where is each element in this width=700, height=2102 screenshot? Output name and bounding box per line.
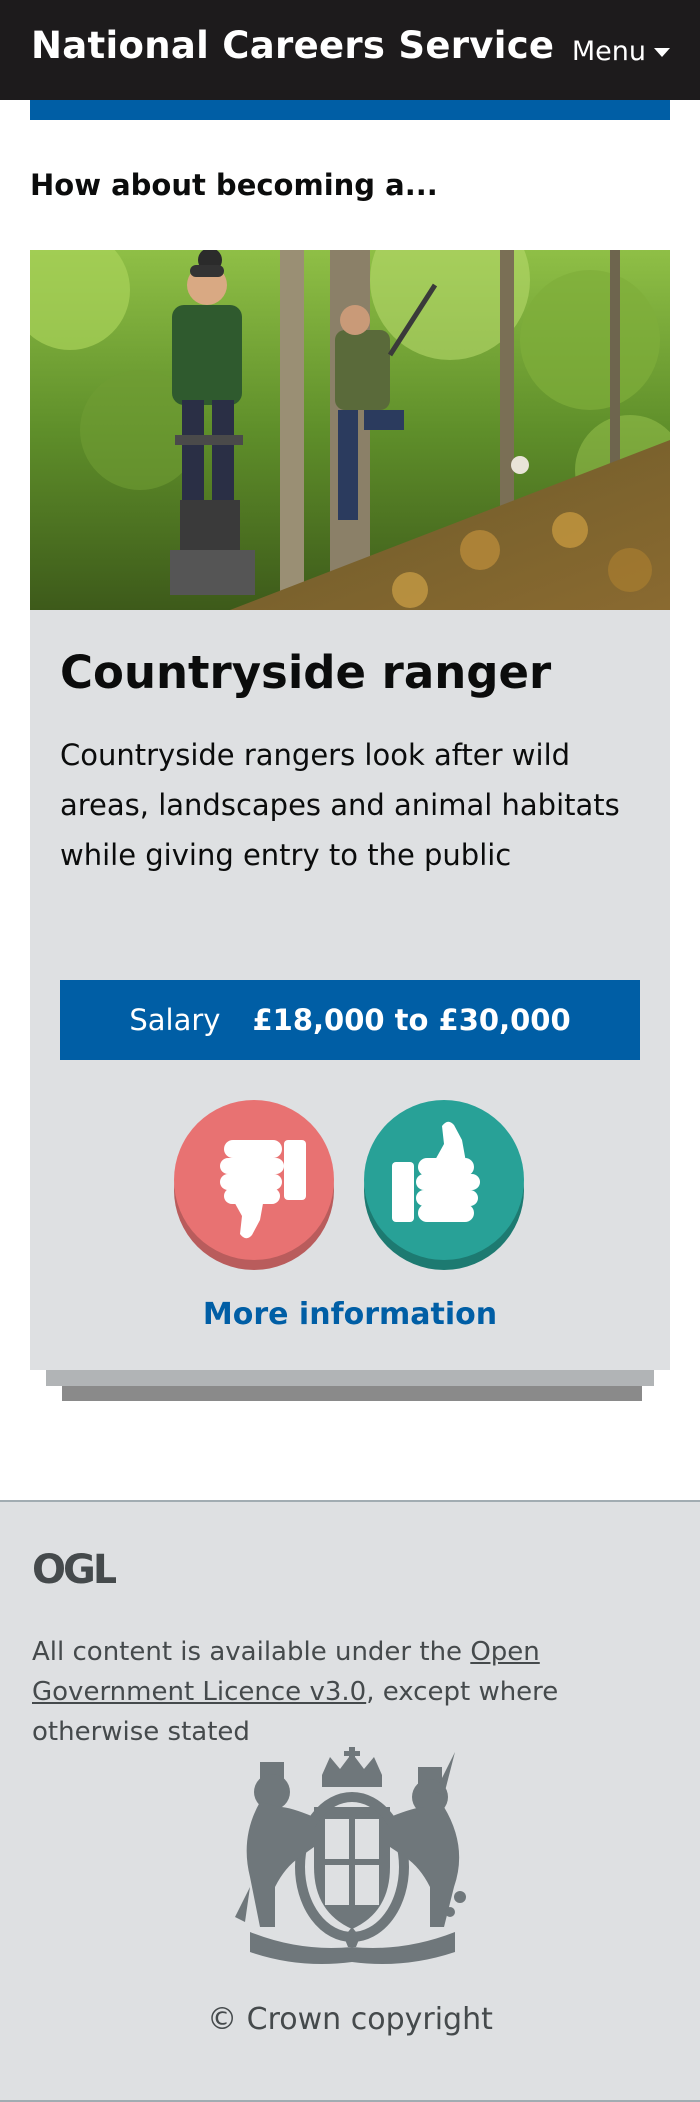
licence-suffix: , except where otherwise stated (32, 1677, 559, 1747)
ogl-logo-text: OGL (32, 1548, 116, 1588)
ogl-logo[interactable]: OGL (32, 1547, 121, 1593)
salary-bar: Salary £18,000 to £30,000 (60, 980, 640, 1060)
more-information-link[interactable]: More information (202, 1297, 498, 1332)
card-stack-shadow-front (46, 1369, 654, 1386)
licence-link[interactable]: Open Government Licence v3.0 (32, 1637, 540, 1707)
section-heading: How about becoming a... (30, 168, 438, 202)
header-blue-strip (30, 100, 670, 120)
caret-down-icon (654, 48, 670, 57)
site-footer: OGL All content is available under the O… (0, 1500, 700, 2102)
career-description: Countryside rangers look after wild area… (60, 738, 620, 872)
licence-text: All content is available under the Open … (32, 1632, 682, 1752)
thumbs-down-icon (174, 1100, 334, 1270)
dislike-button[interactable] (174, 1100, 334, 1270)
licence-prefix: All content is available under the (32, 1637, 471, 1667)
career-photo (30, 250, 670, 610)
like-button[interactable] (364, 1100, 524, 1270)
royal-coat-of-arms-icon (230, 1747, 475, 1976)
menu-button[interactable]: Menu (572, 36, 670, 67)
salary-value: £18,000 to £30,000 (252, 1003, 571, 1037)
site-title-link[interactable]: National Careers Service (31, 24, 555, 67)
salary-label: Salary (129, 1003, 221, 1037)
site-header: National Careers Service Menu (0, 0, 700, 100)
career-title: Countryside ranger (60, 646, 552, 699)
card-stack-shadow-back (62, 1384, 642, 1401)
crown-copyright-link[interactable]: © Crown copyright (207, 2002, 493, 2037)
menu-label: Menu (571, 36, 646, 67)
thumbs-up-icon (364, 1100, 524, 1270)
career-card: Countryside ranger Countryside rangers l… (30, 250, 670, 1370)
